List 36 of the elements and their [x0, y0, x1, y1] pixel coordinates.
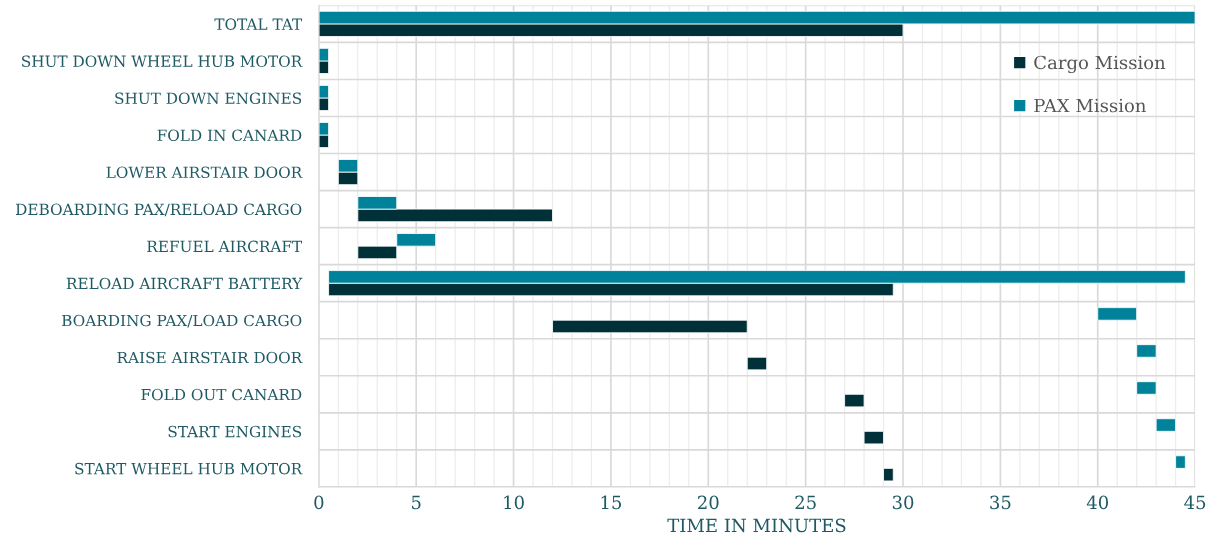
bar: [883, 467, 894, 482]
x-tick-label: 40: [1086, 495, 1109, 510]
bar: [1175, 455, 1186, 469]
y-tick-label: DEBOARDING PAX/RELOAD CARGO: [15, 203, 302, 217]
x-tick-label: 30: [892, 495, 914, 510]
bar: [1136, 344, 1157, 358]
x-tick-label: 45: [1184, 495, 1206, 510]
x-tick-label: 0: [314, 495, 324, 510]
bar: [746, 356, 768, 371]
x-tick-label: 25: [795, 495, 816, 510]
bar: [1155, 418, 1177, 432]
y-tick-label: BOARDING PAX/LOAD CARGO: [62, 314, 302, 328]
y-tick-label: SHUT DOWN WHEEL HUB MOTOR: [22, 55, 303, 67]
y-tick-label: FOLD OUT CANARD: [141, 388, 302, 401]
y-tick-label: LOWER AIRSTAIR DOOR: [106, 166, 303, 179]
y-tick-label: RELOAD AIRCRAFT BATTERY: [66, 277, 303, 290]
y-tick-label: TOTAL TAT: [214, 18, 303, 30]
legend-label: PAX Mission: [1034, 98, 1146, 113]
legend-label: Cargo Mission: [1034, 55, 1166, 74]
bar: [1136, 381, 1157, 395]
y-tick-label: RAISE AIRSTAIR DOOR: [117, 351, 303, 364]
bar: [863, 430, 884, 445]
y-tick-label: REFUEL AIRCRAFT: [147, 240, 303, 253]
x-tick-label: 35: [990, 495, 1011, 510]
bar: [552, 319, 748, 334]
x-tick-label: 15: [601, 495, 622, 510]
bar: [1097, 307, 1138, 321]
x-tick-label: 5: [412, 495, 421, 510]
y-tick-label: FOLD IN CANARD: [157, 129, 302, 142]
y-tick-label: START ENGINES: [168, 425, 302, 438]
bar: [844, 393, 865, 408]
x-axis-title: TIME IN MINUTES: [667, 518, 846, 533]
x-tick-label: 10: [504, 495, 524, 510]
y-tick-label: START WHEEL HUB MOTOR: [75, 462, 303, 475]
y-tick-label: SHUT DOWN ENGINES: [115, 92, 302, 104]
x-tick-label: 20: [698, 495, 719, 510]
